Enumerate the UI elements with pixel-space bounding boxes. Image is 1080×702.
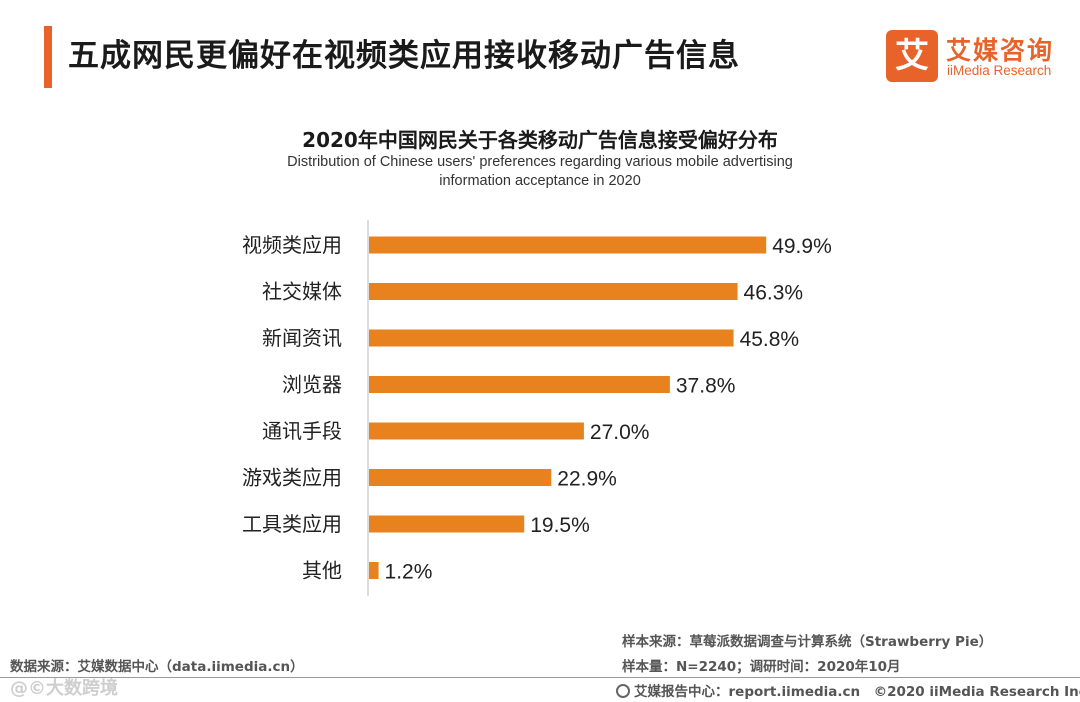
value-label: 1.2% <box>385 561 433 584</box>
chart-subtitle-line-2: information acceptance in 2020 <box>439 173 641 189</box>
bar <box>369 562 379 579</box>
data-source: 数据来源：艾媒数据中心（data.iimedia.cn） <box>10 659 304 675</box>
category-label: 通讯手段 <box>262 419 342 443</box>
value-label: 49.9% <box>772 235 832 258</box>
category-label: 其他 <box>302 559 342 583</box>
chart-subtitle: Distribution of Chinese users' preferenc… <box>240 153 840 191</box>
bar <box>369 376 670 393</box>
value-label: 45.8% <box>740 328 800 351</box>
sample-source: 样本来源：草莓派数据调查与计算系统（Strawberry Pie） <box>622 634 993 650</box>
bar <box>369 469 552 486</box>
bar-chart: 视频类应用 49.9% 社交媒体 46.3% 新闻资讯 45.8% 浏览器 37.8% 通讯手段… <box>242 220 832 596</box>
chart-title: 2020年中国网民关于各类移动广告信息接受偏好分布 <box>302 128 778 152</box>
bar <box>369 422 584 440</box>
chart-subtitle-line-1: Distribution of Chinese users' preferenc… <box>287 154 793 170</box>
iimedia-logo: 艾 艾媒咨询 iiMedia Research <box>886 30 1066 84</box>
logo-mark: 艾 <box>886 30 938 82</box>
watermark: @©大数跨境 <box>10 678 118 699</box>
title-accent-bar <box>44 26 52 88</box>
sample-size: 样本量：N=2240；调研时间：2020年10月 <box>622 659 901 675</box>
report-center: 艾媒报告中心：report.iimedia.cn ©2020 iiMedia R… <box>616 680 1080 700</box>
category-label: 游戏类应用 <box>242 466 342 490</box>
globe-icon <box>616 684 630 698</box>
bar <box>369 329 734 347</box>
value-label: 27.0% <box>590 421 650 444</box>
value-label: 22.9% <box>557 468 617 491</box>
bar <box>369 283 738 300</box>
category-label: 视频类应用 <box>242 233 342 257</box>
category-label: 新闻资讯 <box>262 326 342 350</box>
value-label: 19.5% <box>530 514 590 537</box>
logo-english-name: iiMedia Research <box>947 63 1052 78</box>
bar <box>369 515 525 533</box>
report-center-text: 艾媒报告中心：report.iimedia.cn ©2020 iiMedia R… <box>634 684 1080 700</box>
page-title: 五成网民更偏好在视频类应用接收移动广告信息 <box>68 38 740 74</box>
category-label: 社交媒体 <box>262 280 342 304</box>
category-label: 浏览器 <box>282 373 342 397</box>
category-label: 工具类应用 <box>242 512 342 536</box>
logo-chinese-name: 艾媒咨询 <box>946 36 1055 65</box>
bar <box>369 236 767 254</box>
value-label: 46.3% <box>744 282 804 305</box>
value-label: 37.8% <box>676 375 736 398</box>
footer-divider <box>0 677 1080 678</box>
